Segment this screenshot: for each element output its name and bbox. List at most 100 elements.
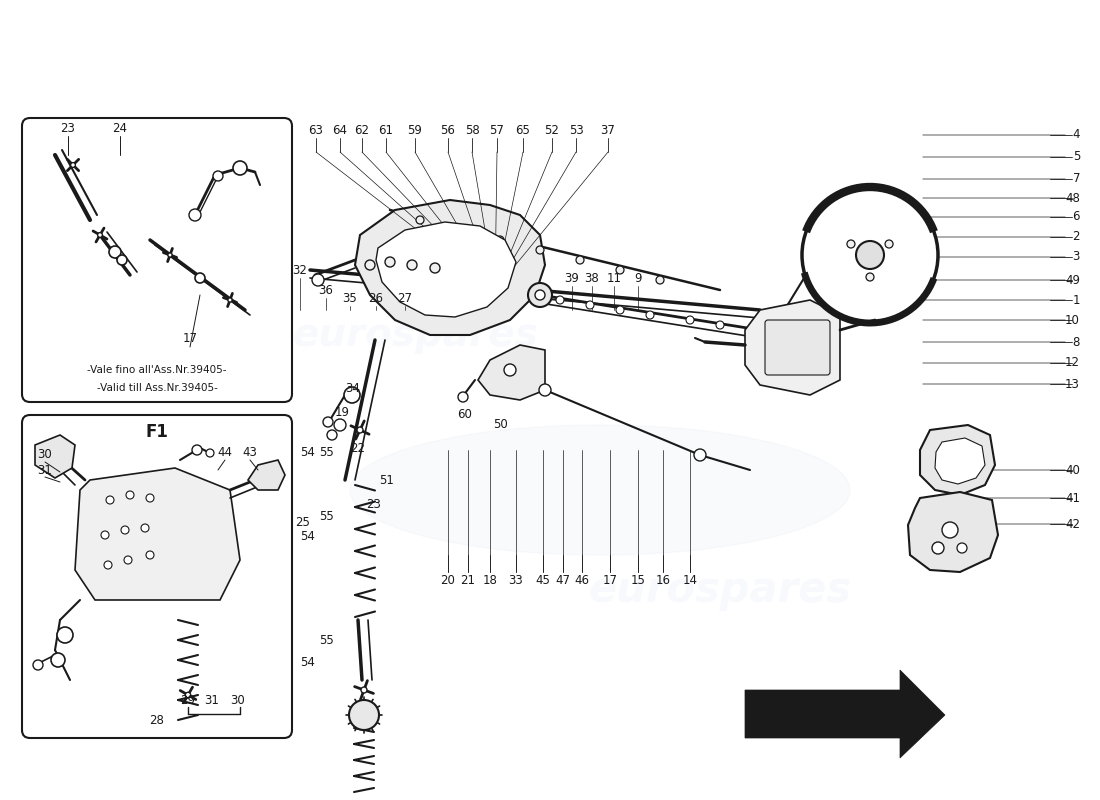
Circle shape	[616, 306, 624, 314]
Text: 58: 58	[464, 123, 480, 137]
Text: 41: 41	[1065, 491, 1080, 505]
Polygon shape	[745, 300, 840, 395]
Text: 45: 45	[536, 574, 550, 586]
Text: 6: 6	[1072, 210, 1080, 223]
Text: -Valid till Ass.Nr.39405-: -Valid till Ass.Nr.39405-	[97, 383, 218, 393]
Text: 11: 11	[606, 271, 621, 285]
Text: 31: 31	[37, 463, 53, 477]
Text: 53: 53	[569, 123, 583, 137]
Text: 17: 17	[183, 331, 198, 345]
Circle shape	[694, 449, 706, 461]
Text: 13: 13	[1065, 378, 1080, 390]
Circle shape	[847, 240, 855, 248]
Text: 14: 14	[682, 574, 697, 586]
Circle shape	[344, 387, 360, 403]
Text: 54: 54	[300, 446, 316, 458]
Text: eurospares: eurospares	[588, 569, 851, 611]
Text: 23: 23	[366, 498, 382, 511]
Text: 22: 22	[351, 442, 365, 454]
Circle shape	[458, 392, 468, 402]
Circle shape	[496, 236, 504, 244]
Circle shape	[124, 556, 132, 564]
Circle shape	[312, 274, 324, 286]
Circle shape	[456, 226, 464, 234]
Circle shape	[146, 551, 154, 559]
Circle shape	[168, 253, 172, 257]
Circle shape	[334, 419, 346, 431]
Text: 3: 3	[1072, 250, 1080, 263]
Text: 1: 1	[1072, 294, 1080, 306]
Text: 32: 32	[293, 263, 307, 277]
Text: 21: 21	[461, 574, 475, 586]
Text: 55: 55	[320, 446, 334, 458]
Text: 63: 63	[309, 123, 323, 137]
Text: 20: 20	[441, 574, 455, 586]
Text: 56: 56	[441, 123, 455, 137]
Circle shape	[385, 257, 395, 267]
FancyBboxPatch shape	[764, 320, 830, 375]
Circle shape	[104, 561, 112, 569]
Circle shape	[586, 301, 594, 309]
Text: 48: 48	[1065, 191, 1080, 205]
Text: 15: 15	[630, 574, 646, 586]
Text: 30: 30	[231, 694, 245, 706]
Text: 42: 42	[1065, 518, 1080, 530]
Circle shape	[101, 531, 109, 539]
Circle shape	[33, 660, 43, 670]
Circle shape	[856, 241, 884, 269]
Circle shape	[886, 240, 893, 248]
Circle shape	[51, 653, 65, 667]
Circle shape	[109, 246, 121, 258]
Circle shape	[430, 263, 440, 273]
Circle shape	[616, 266, 624, 274]
FancyBboxPatch shape	[110, 510, 165, 550]
FancyBboxPatch shape	[22, 415, 292, 738]
Circle shape	[185, 692, 190, 698]
Text: 24: 24	[112, 122, 128, 134]
Circle shape	[576, 256, 584, 264]
Circle shape	[327, 430, 337, 440]
Circle shape	[656, 276, 664, 284]
Circle shape	[361, 687, 367, 693]
Polygon shape	[745, 670, 945, 758]
Text: F1: F1	[145, 423, 168, 441]
Text: 33: 33	[508, 574, 524, 586]
Circle shape	[349, 700, 379, 730]
Text: 50: 50	[493, 418, 507, 431]
Text: 35: 35	[342, 291, 358, 305]
Polygon shape	[478, 345, 544, 400]
Text: 19: 19	[334, 406, 350, 419]
Text: 40: 40	[1065, 463, 1080, 477]
Text: 25: 25	[296, 515, 310, 529]
Circle shape	[141, 524, 149, 532]
Text: 7: 7	[1072, 173, 1080, 186]
Circle shape	[535, 290, 544, 300]
Circle shape	[195, 273, 205, 283]
Polygon shape	[35, 435, 75, 478]
Text: 18: 18	[483, 574, 497, 586]
Circle shape	[206, 449, 214, 457]
Circle shape	[70, 162, 76, 167]
Text: 29: 29	[180, 694, 196, 706]
Text: 54: 54	[300, 655, 316, 669]
Text: 16: 16	[656, 574, 671, 586]
Text: 52: 52	[544, 123, 560, 137]
Circle shape	[932, 542, 944, 554]
Text: eurospares: eurospares	[293, 316, 538, 354]
Text: 55: 55	[320, 510, 334, 522]
Circle shape	[213, 171, 223, 181]
Circle shape	[117, 255, 126, 265]
Text: 27: 27	[397, 291, 412, 305]
Text: 2: 2	[1072, 230, 1080, 243]
Text: 30: 30	[37, 449, 53, 462]
Ellipse shape	[350, 425, 850, 555]
Circle shape	[802, 187, 938, 323]
Text: 64: 64	[332, 123, 348, 137]
Text: 44: 44	[218, 446, 232, 459]
Text: 38: 38	[584, 271, 600, 285]
Text: 9: 9	[635, 271, 641, 285]
Polygon shape	[908, 492, 998, 572]
Polygon shape	[935, 438, 984, 484]
Circle shape	[866, 273, 874, 281]
Circle shape	[646, 311, 654, 319]
